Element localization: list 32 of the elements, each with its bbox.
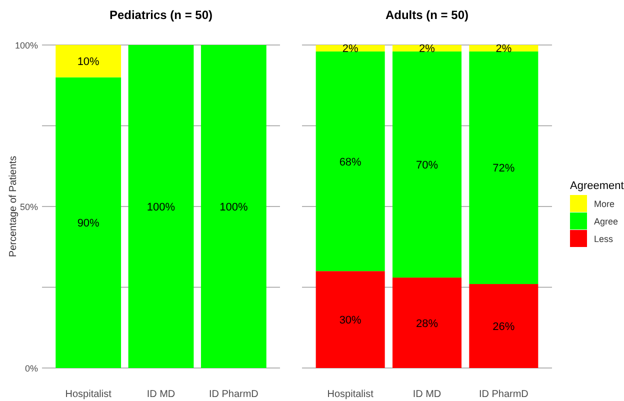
- bar: [392, 278, 462, 368]
- legend-title: Agreement: [570, 180, 624, 192]
- bar: [316, 51, 385, 272]
- x-tick-label: ID MD: [146, 389, 176, 400]
- data-label: 28%: [416, 318, 438, 330]
- legend-label: More: [594, 199, 615, 209]
- legend-label: Less: [594, 234, 614, 244]
- x-tick-label: Hospitalist: [65, 389, 112, 400]
- x-tick-label: ID PharmD: [208, 389, 258, 400]
- y-tick-label: 50%: [20, 202, 38, 212]
- bar: [392, 51, 462, 278]
- data-label: 30%: [339, 314, 362, 327]
- y-tick-label: 100%: [14, 40, 38, 50]
- bar: [316, 271, 385, 368]
- data-label: 100%: [146, 202, 176, 214]
- data-label: 70%: [416, 160, 438, 172]
- data-label: 26%: [492, 321, 515, 334]
- chart-title: Adults (n = 50): [385, 8, 469, 22]
- data-label: 100%: [220, 202, 248, 214]
- data-label: 68%: [339, 156, 362, 168]
- x-tick-label: ID MD: [412, 389, 442, 400]
- x-tick-label: Hospitalist: [327, 389, 374, 400]
- legend-label: Agree: [594, 216, 618, 226]
- data-label: 10%: [77, 56, 100, 68]
- bar: [469, 51, 538, 284]
- chart-title: Pediatrics (n = 50): [109, 8, 213, 22]
- x-tick-label: ID PharmD: [478, 389, 528, 400]
- y-axis-title: Percentage of Patients: [8, 156, 19, 258]
- data-label: 72%: [492, 162, 515, 175]
- y-tick-label: 0%: [24, 364, 38, 374]
- bar: [469, 284, 538, 368]
- data-label: 90%: [77, 218, 100, 230]
